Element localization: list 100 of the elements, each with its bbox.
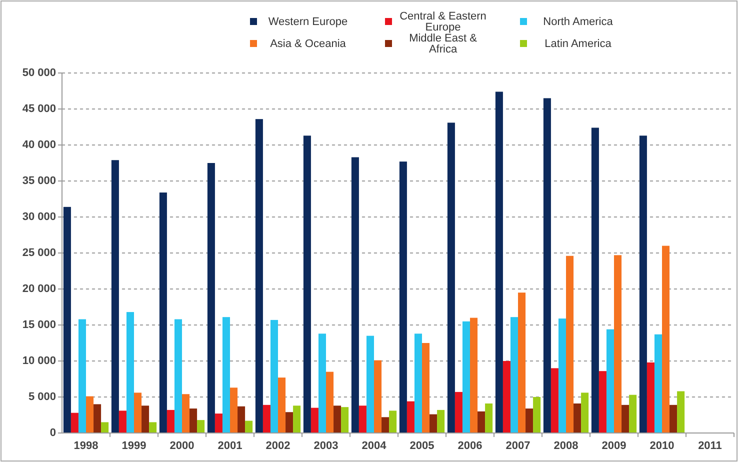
bar (245, 420, 253, 433)
bar (543, 98, 551, 433)
bar (94, 404, 102, 433)
bar (629, 394, 637, 433)
bar (149, 422, 157, 433)
legend-label: Middle East & Africa (409, 32, 478, 56)
bar (134, 392, 142, 433)
x-tick-label: 2008 (554, 440, 578, 452)
bar (574, 403, 582, 433)
bar (63, 206, 71, 433)
bar (86, 396, 94, 433)
bar (366, 336, 374, 433)
y-tick-label: 20 000 (22, 282, 56, 295)
bar (374, 360, 382, 433)
legend-label: Central & Eastern Europe (400, 10, 486, 34)
bar (646, 362, 654, 433)
bar (166, 410, 174, 433)
bar (358, 406, 366, 433)
bar (78, 319, 86, 433)
legend-label: Asia & Oceania (270, 38, 347, 50)
bar (639, 136, 647, 433)
x-tick-label: 2005 (410, 440, 434, 452)
bar (126, 312, 134, 433)
y-tick-label: 25 000 (22, 246, 56, 259)
bar (382, 417, 390, 433)
bar (118, 410, 126, 433)
x-tick-label: 1999 (122, 440, 146, 452)
y-tick-label: 45 000 (22, 102, 56, 115)
bar (341, 407, 349, 433)
x-tick-label: 2001 (218, 440, 242, 452)
x-tick-label: 2004 (362, 440, 388, 452)
bar (159, 192, 167, 433)
bar (478, 411, 486, 433)
x-tick-label: 2011 (698, 440, 722, 452)
bar (414, 334, 422, 433)
y-tick-label: 30 000 (22, 210, 56, 223)
bar (566, 256, 574, 433)
bar (101, 422, 109, 433)
bar (303, 136, 311, 433)
x-tick-label: 2006 (458, 440, 482, 452)
bar (182, 394, 190, 433)
bar (495, 92, 503, 433)
x-tick-label: 2000 (170, 440, 194, 452)
bar (399, 162, 407, 433)
bar (614, 255, 622, 433)
bar (70, 412, 78, 433)
bar (278, 378, 286, 433)
bar (550, 368, 558, 433)
legend-label: North America (543, 16, 614, 28)
bar (111, 160, 119, 433)
x-tick-label: 2002 (266, 440, 290, 452)
bar (558, 318, 566, 433)
y-tick-label: 35 000 (22, 174, 56, 187)
legend-label: Latin America (544, 38, 612, 50)
bar (270, 320, 278, 433)
bar (654, 334, 662, 433)
bar (502, 361, 510, 433)
bar (262, 404, 270, 433)
bar (142, 406, 150, 433)
bar (447, 122, 455, 433)
bar (255, 119, 263, 433)
legend-label: Western Europe (268, 16, 348, 28)
y-tick-label: 40 000 (22, 138, 56, 151)
bar (351, 157, 359, 433)
y-tick-label: 0 (50, 426, 56, 439)
bar (230, 388, 238, 433)
bar (518, 292, 526, 433)
bar (222, 317, 230, 433)
bar (526, 408, 534, 433)
bar (462, 321, 470, 433)
bar (454, 392, 462, 433)
y-tick-label: 10 000 (22, 354, 56, 367)
bar (326, 372, 334, 433)
bar (598, 371, 606, 433)
bar (334, 406, 342, 433)
bar (422, 343, 430, 433)
bar (238, 406, 246, 433)
x-tick-label: 2007 (506, 440, 530, 452)
bar (606, 329, 614, 433)
bar (389, 410, 397, 433)
bar (286, 412, 294, 433)
bar (174, 319, 182, 433)
bar (591, 128, 599, 433)
bar (293, 406, 301, 433)
bar (207, 163, 215, 433)
x-tick-label: 2009 (602, 440, 626, 452)
x-tick-label: 1998 (74, 440, 98, 452)
bar (190, 408, 198, 433)
y-tick-label: 5 000 (28, 390, 56, 403)
bar (670, 404, 678, 433)
bar (470, 318, 478, 433)
bar (437, 410, 445, 433)
bar (622, 404, 630, 433)
bar (677, 391, 685, 433)
bar (485, 403, 493, 433)
bar (197, 420, 205, 433)
y-tick-label: 15 000 (22, 318, 56, 331)
x-tick-label: 2003 (314, 440, 338, 452)
y-tick-label: 50 000 (22, 66, 56, 79)
bar (430, 414, 438, 433)
